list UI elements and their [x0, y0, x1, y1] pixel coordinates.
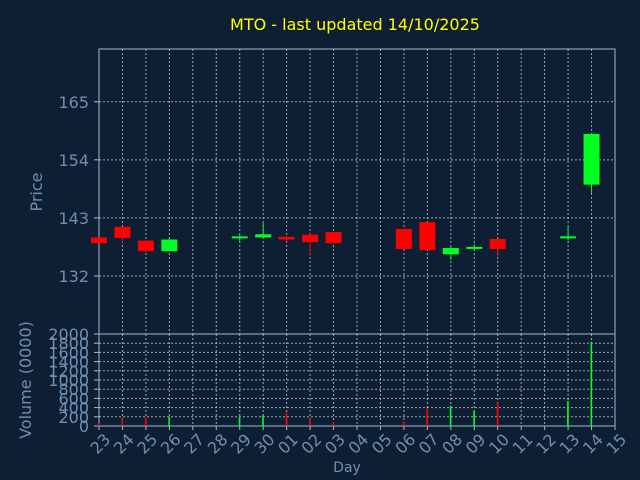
- candle-body: [91, 237, 107, 244]
- candle-body: [489, 239, 506, 250]
- volume-bar: [285, 412, 288, 426]
- candle-body: [442, 247, 459, 255]
- x-axis-label: Day: [333, 460, 361, 476]
- volume-y-tick-label: 200: [58, 408, 89, 427]
- candle-body: [325, 232, 342, 244]
- candle-body: [161, 239, 178, 252]
- candle: [137, 240, 154, 253]
- candle-body: [583, 133, 600, 185]
- candle: [583, 133, 600, 194]
- candle-body: [255, 234, 272, 238]
- price-panel: 132 143 154 165 Price: [27, 48, 616, 335]
- price-y-tick-labels: 132 143 154 165: [58, 93, 99, 286]
- candle: [161, 237, 178, 252]
- candle: [302, 233, 319, 256]
- volume-y-tick-label: 1400: [48, 353, 89, 372]
- volume-y-tick-label: 1000: [48, 371, 89, 390]
- candle: [325, 232, 342, 244]
- price-plot-frame: [98, 48, 616, 335]
- chart-title: MTO - last updated 14/10/2025: [230, 15, 480, 34]
- candle: [395, 228, 412, 250]
- candle-body: [466, 246, 483, 249]
- candle-body: [278, 236, 295, 240]
- price-grid: [99, 49, 615, 334]
- candle: [489, 239, 506, 258]
- volume-bar: [473, 410, 475, 426]
- volume-y-tick-label: 600: [58, 389, 89, 408]
- candle: [255, 223, 272, 238]
- volume-y-tick-label: 400: [58, 399, 89, 418]
- x-tick-label: 15: [602, 430, 630, 458]
- volume-y-tick-label: 800: [58, 380, 89, 399]
- price-y-tick-label: 165: [58, 93, 89, 112]
- candle-body: [395, 228, 412, 250]
- volume-y-tick-label: 1600: [48, 343, 89, 362]
- volume-bar: [309, 418, 311, 426]
- volume-bar: [590, 341, 593, 426]
- candle: [231, 235, 248, 242]
- volume-y-tick-label: 1200: [48, 362, 89, 381]
- volume-y-tick-label: 2000: [48, 325, 89, 344]
- candles: [91, 133, 600, 260]
- price-axis-label: Price: [27, 172, 46, 211]
- volume-bar: [402, 421, 405, 426]
- volume-bar: [262, 415, 264, 426]
- candle-body: [302, 234, 319, 243]
- volume-bar: [332, 421, 335, 426]
- price-y-tick-label: 132: [58, 267, 89, 286]
- candle: [442, 246, 459, 260]
- candle-body: [137, 240, 154, 252]
- volume-bar: [449, 405, 452, 426]
- candle: [114, 226, 131, 243]
- candle: [560, 226, 577, 241]
- volume-bars: [98, 341, 593, 426]
- candle-body: [231, 236, 248, 239]
- candle: [419, 222, 436, 251]
- volume-bar: [168, 416, 170, 426]
- volume-bar: [144, 417, 147, 426]
- x-tick-labels: 2324252627282930010203040506070809101112…: [86, 426, 630, 458]
- candle-body: [560, 236, 577, 239]
- volume-bar: [121, 418, 124, 426]
- price-y-tick-label: 154: [58, 151, 89, 170]
- volume-y-tick-label: 1800: [48, 334, 89, 353]
- candle: [278, 235, 295, 242]
- volume-bar: [426, 408, 428, 426]
- volume-bar: [98, 423, 100, 426]
- volume-bar: [238, 417, 241, 426]
- candle: [466, 244, 483, 251]
- volume-bar: [567, 401, 569, 426]
- volume-grid: [99, 334, 615, 426]
- candle-body: [114, 226, 131, 238]
- volume-bar: [496, 402, 499, 426]
- volume-y-tick-label: 0: [79, 417, 89, 436]
- price-y-tick-label: 143: [58, 209, 89, 228]
- volume-axis-label: Volume (0000): [16, 321, 35, 439]
- candle-body: [419, 222, 436, 251]
- candle: [91, 237, 107, 244]
